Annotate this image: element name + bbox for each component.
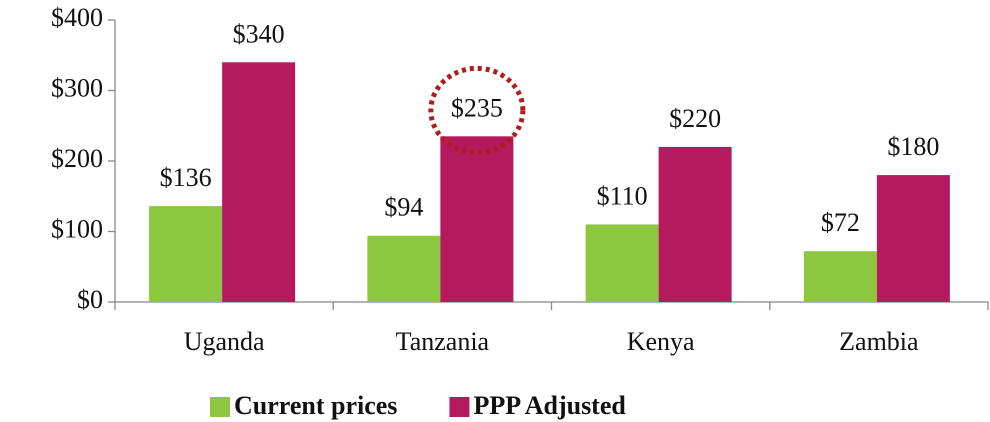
x-tick-label: Kenya xyxy=(627,327,695,356)
legend-swatch xyxy=(210,397,230,417)
bar xyxy=(658,146,732,302)
y-tick-label: $200 xyxy=(51,144,103,173)
value-label: $235 xyxy=(451,93,503,122)
value-label: $180 xyxy=(887,132,939,161)
bar xyxy=(149,206,223,302)
bar xyxy=(585,224,659,302)
bar xyxy=(440,136,514,302)
x-tick-label: Zambia xyxy=(839,327,919,356)
value-label: $110 xyxy=(597,181,648,210)
value-label: $136 xyxy=(160,163,212,192)
y-tick-label: $0 xyxy=(77,285,103,314)
bar xyxy=(803,251,877,302)
bar xyxy=(367,235,441,302)
x-tick-label: Uganda xyxy=(184,327,265,356)
legend-label: Current prices xyxy=(234,391,397,420)
legend-swatch xyxy=(449,397,470,417)
y-tick-label: $100 xyxy=(51,214,103,243)
y-tick-label: $400 xyxy=(51,3,103,32)
bar xyxy=(222,62,296,302)
y-tick-label: $300 xyxy=(51,73,103,102)
value-label: $72 xyxy=(821,208,860,237)
highlight-circle xyxy=(428,65,526,155)
value-label: $94 xyxy=(384,193,423,222)
value-label: $220 xyxy=(669,104,721,133)
x-tick-label: Tanzania xyxy=(396,327,490,356)
legend-label: PPP Adjusted xyxy=(473,391,626,420)
value-label: $340 xyxy=(233,19,285,48)
bar xyxy=(876,175,950,302)
